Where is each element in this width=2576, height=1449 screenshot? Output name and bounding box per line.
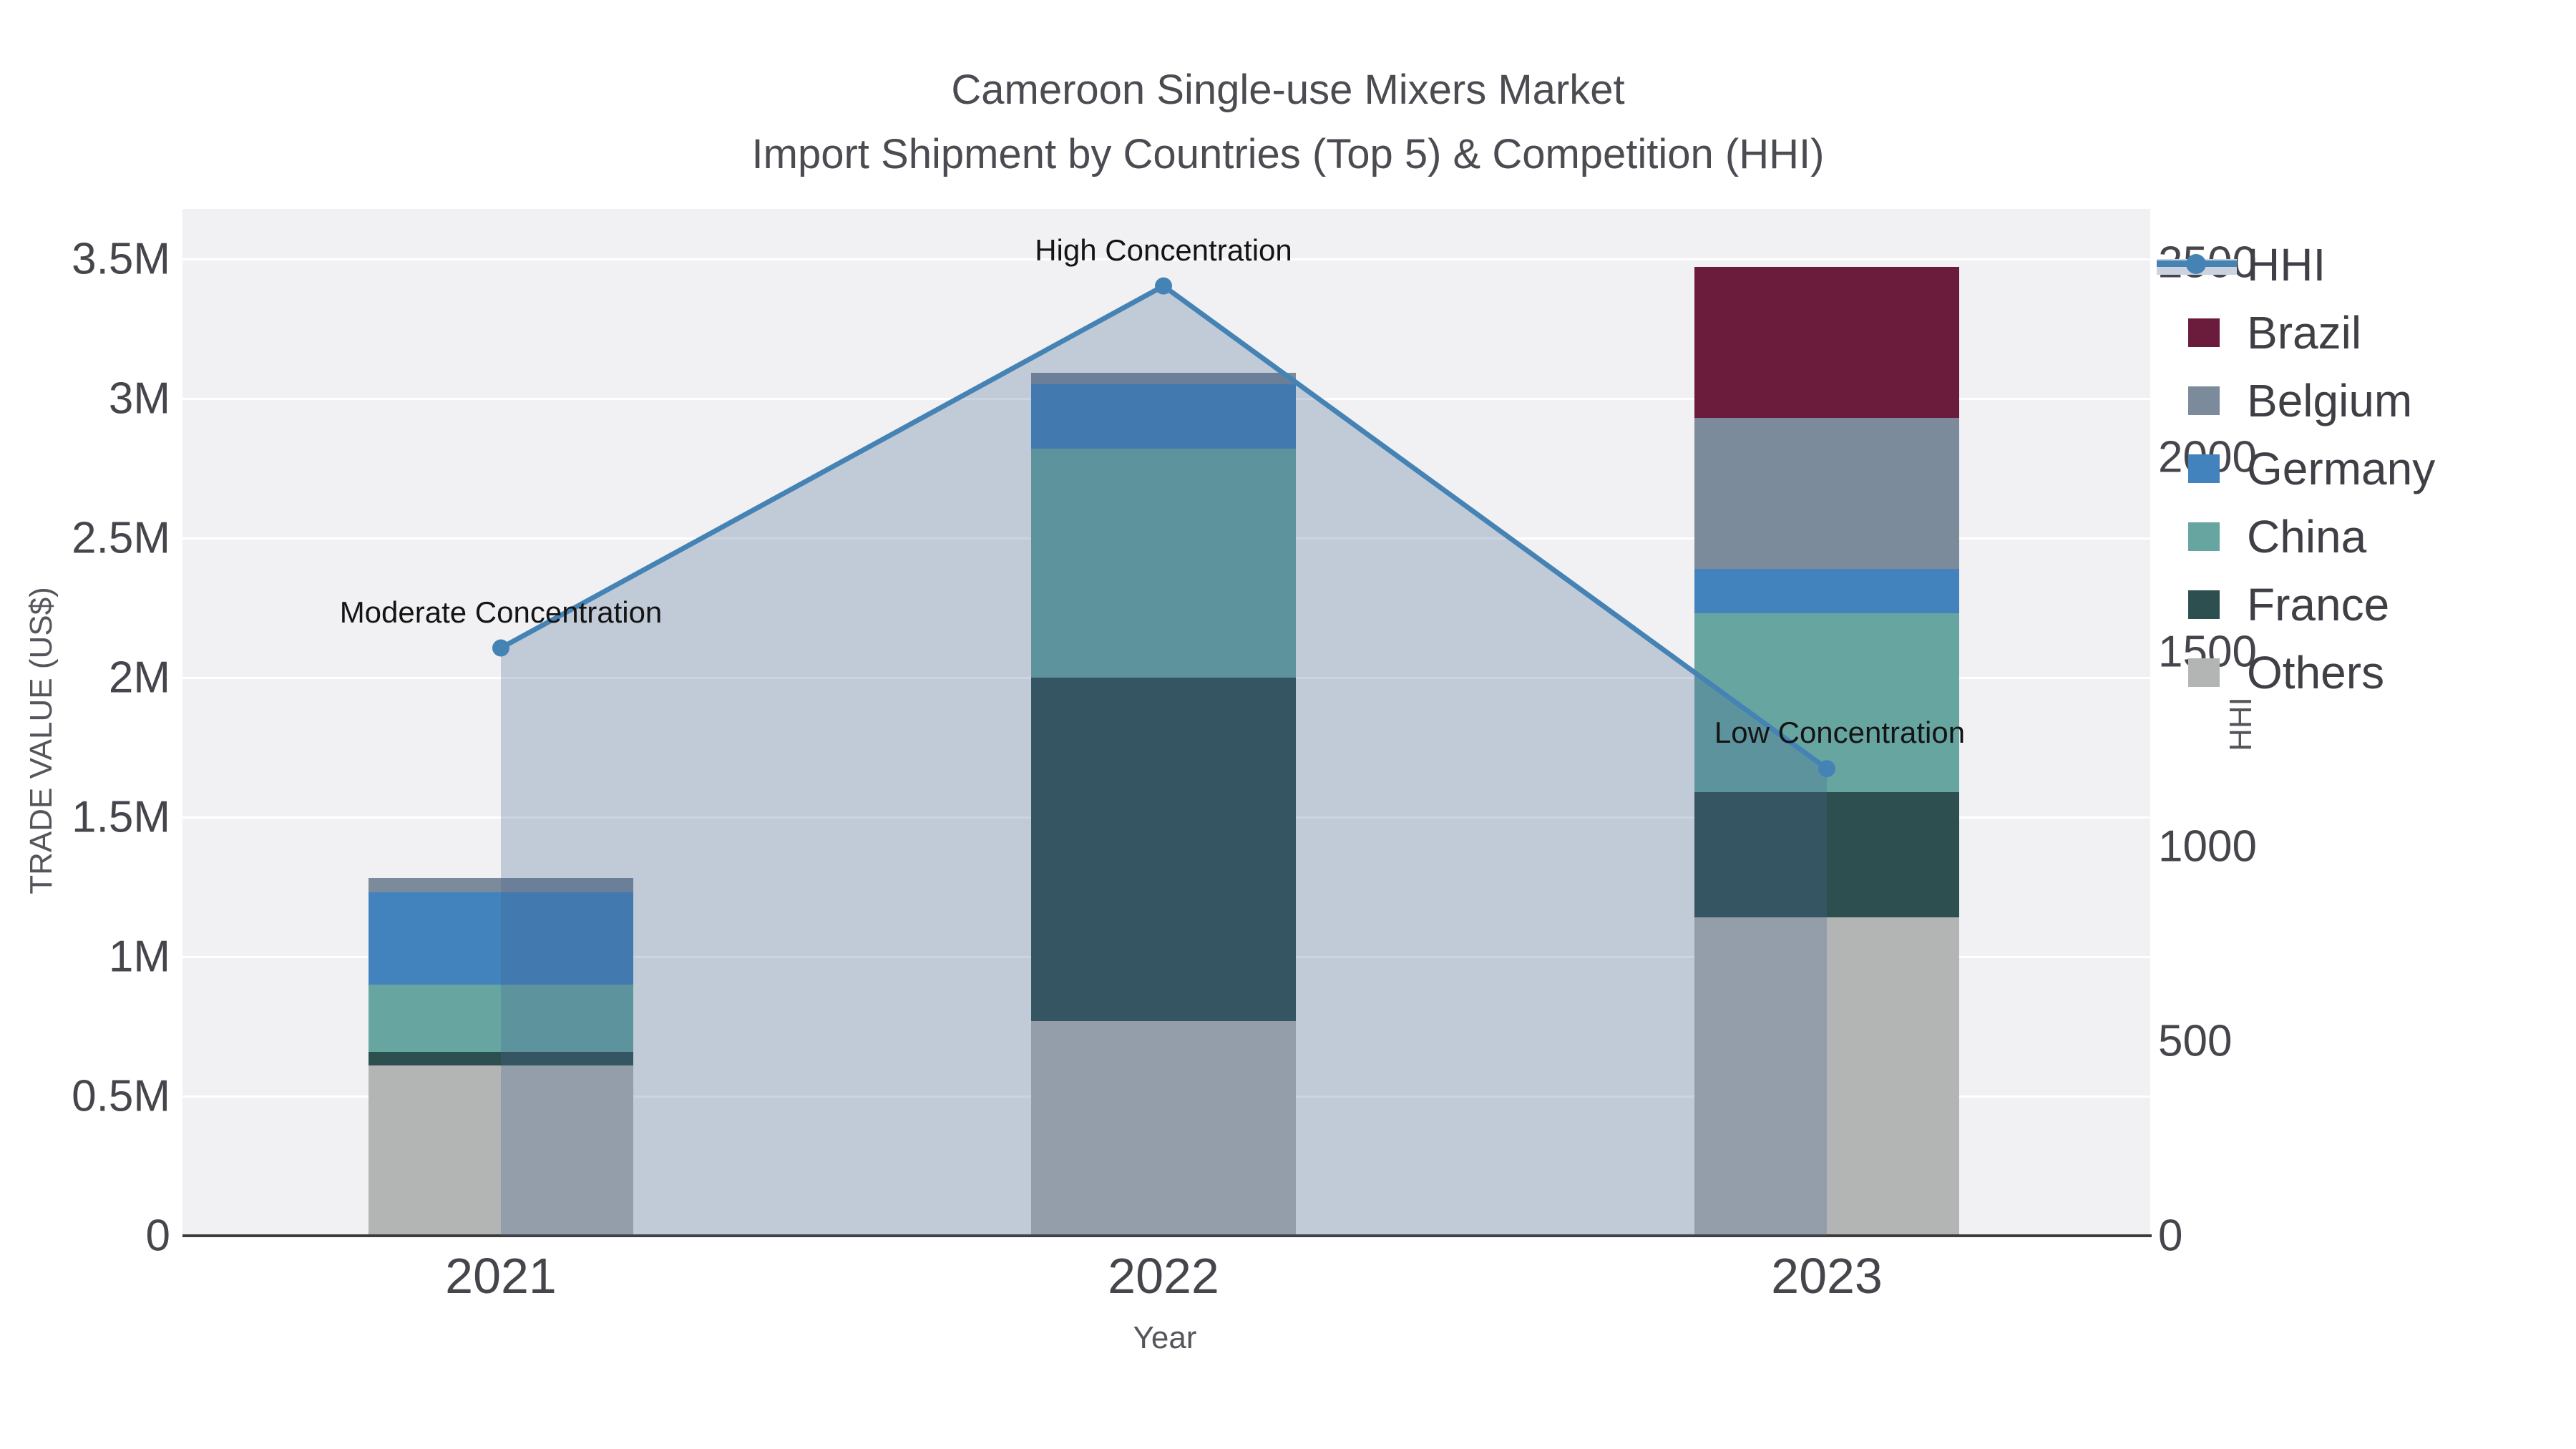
- legend-swatch-germany: [2188, 454, 2220, 483]
- chart-subtitle: Import Shipment by Countries (Top 5) & C…: [751, 131, 1825, 177]
- legend: HHI Brazil Belgium Germany China France Others: [2157, 230, 2435, 706]
- legend-item-others[interactable]: Others: [2188, 638, 2435, 706]
- bar-segment-others-2022[interactable]: [1031, 1021, 1296, 1236]
- legend-swatch-others: [2188, 658, 2220, 687]
- annotation-2022: High Concentration: [1035, 233, 1292, 267]
- bar-segment-belgium-2021[interactable]: [369, 878, 633, 892]
- legend-swatch-china: [2188, 522, 2220, 551]
- legend-item-belgium[interactable]: Belgium: [2188, 366, 2435, 434]
- annotation-2021: Moderate Concentration: [339, 595, 663, 629]
- bar-segment-france-2022[interactable]: [1031, 678, 1296, 1021]
- legend-label: Others: [2247, 646, 2385, 698]
- bar-segment-brazil-2023[interactable]: [1694, 267, 1959, 418]
- bar-segment-belgium-2022[interactable]: [1031, 373, 1296, 384]
- y-left-tick: 0.5M: [72, 1071, 170, 1121]
- legend-label: Brazil: [2247, 306, 2362, 358]
- legend-swatch-brazil: [2188, 318, 2220, 347]
- legend-item-china[interactable]: China: [2188, 502, 2435, 570]
- x-axis-title: Year: [1133, 1320, 1197, 1355]
- bar-segment-china-2022[interactable]: [1031, 449, 1296, 678]
- y-left-axis-title: TRADE VALUE (US$): [24, 587, 59, 894]
- annotation-2023: Low Concentration: [1714, 716, 1966, 750]
- legend-label: China: [2247, 510, 2367, 562]
- bar-segment-china-2023[interactable]: [1694, 613, 1959, 792]
- y-left-tick: 2M: [108, 653, 170, 703]
- y-right-tick: 500: [2158, 1016, 2233, 1066]
- legend-label: HHI: [2247, 238, 2326, 291]
- legend-swatch-belgium: [2188, 386, 2220, 415]
- gridline: [182, 258, 2150, 260]
- y-right-tick: 1000: [2158, 821, 2257, 872]
- x-tick-2021: 2021: [445, 1248, 557, 1304]
- legend-label: France: [2247, 578, 2390, 630]
- legend-swatch-france: [2188, 590, 2220, 619]
- bar-segment-france-2021[interactable]: [369, 1051, 633, 1065]
- legend-item-brazil[interactable]: Brazil: [2188, 298, 2435, 366]
- hhi-marker-swatch: [2186, 253, 2206, 274]
- hhi-legend-symbol: [2157, 250, 2237, 279]
- y-left-tick: 3.5M: [72, 234, 170, 284]
- legend-item-hhi[interactable]: HHI: [2157, 230, 2435, 298]
- legend-item-france[interactable]: France: [2188, 570, 2435, 638]
- x-tick-2023: 2023: [1771, 1248, 1883, 1304]
- legend-label: Germany: [2247, 442, 2436, 494]
- y-left-tick: 2.5M: [72, 513, 170, 563]
- bar-segment-china-2021[interactable]: [369, 985, 633, 1052]
- bar-segment-others-2021[interactable]: [369, 1065, 633, 1236]
- bar-segment-germany-2021[interactable]: [369, 892, 633, 985]
- x-axis-line: [182, 1234, 2152, 1237]
- bar-segment-france-2023[interactable]: [1694, 791, 1959, 917]
- y-left-tick: 1.5M: [72, 792, 170, 842]
- legend-label: Belgium: [2247, 374, 2413, 426]
- bar-segment-germany-2022[interactable]: [1031, 384, 1296, 449]
- y-left-tick: 0: [145, 1211, 170, 1261]
- chart-title: Cameroon Single-use Mixers Market: [951, 67, 1625, 113]
- legend-item-germany[interactable]: Germany: [2188, 434, 2435, 502]
- y-left-tick: 1M: [108, 932, 170, 982]
- bar-segment-germany-2023[interactable]: [1694, 569, 1959, 613]
- bar-segment-belgium-2023[interactable]: [1694, 418, 1959, 569]
- bar-segment-others-2023[interactable]: [1694, 917, 1959, 1236]
- y-right-tick: 0: [2158, 1211, 2183, 1261]
- y-left-tick: 3M: [108, 374, 170, 424]
- x-tick-2022: 2022: [1108, 1248, 1219, 1304]
